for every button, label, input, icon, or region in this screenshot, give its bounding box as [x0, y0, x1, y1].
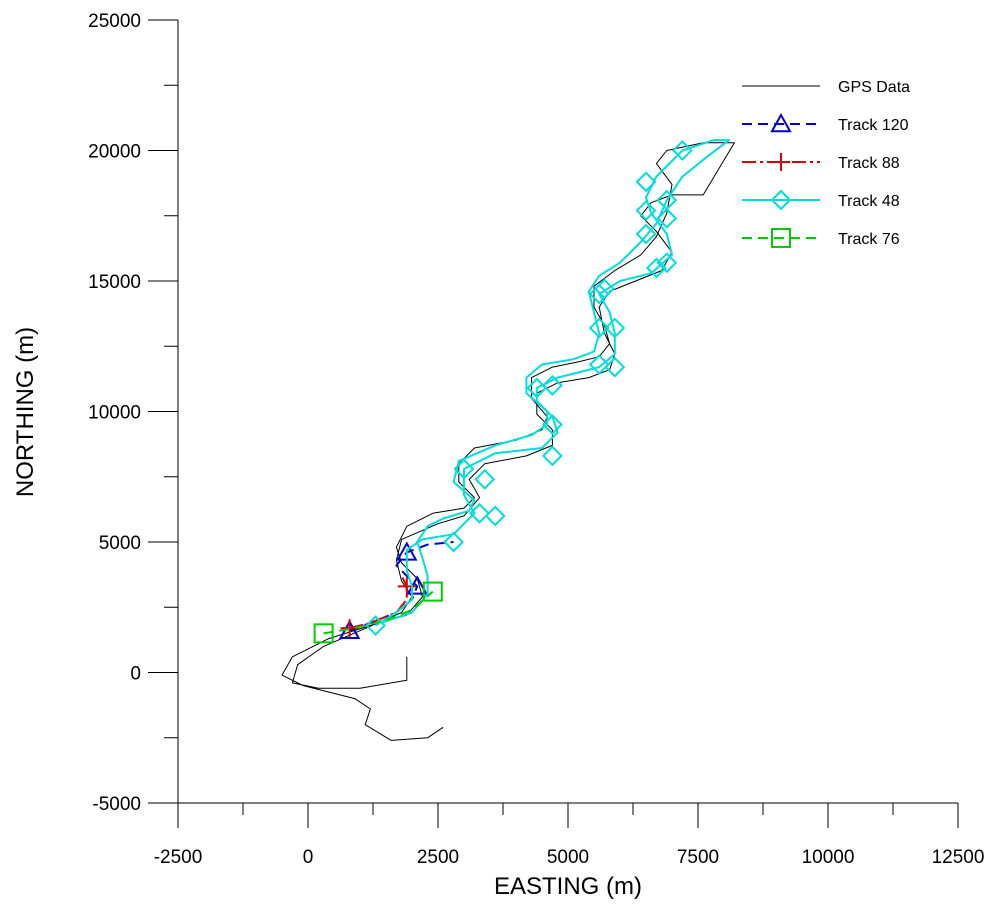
legend-marker: [771, 228, 791, 248]
data-point: [541, 374, 563, 396]
series-line: [375, 139, 731, 627]
y-tick-label: 25000: [88, 11, 141, 32]
series-track-88: [340, 575, 416, 638]
data-point: [469, 502, 491, 524]
y-tick-label: 0: [130, 664, 141, 685]
legend-label: GPS Data: [838, 79, 910, 96]
legend-item: Track 120: [742, 112, 909, 134]
legend-item: Track 48: [742, 189, 900, 211]
data-point: [443, 531, 465, 553]
data-point: [588, 354, 610, 375]
series-line: [323, 590, 434, 635]
series-gps-data: [281, 142, 735, 741]
legend-marker: [772, 153, 790, 171]
x-tick-label: 2500: [417, 847, 459, 868]
legend-marker: [770, 189, 792, 211]
data-point: [588, 283, 610, 305]
data-point: [422, 581, 443, 602]
data-point: [635, 200, 657, 221]
y-axis-label: NORTHING (m): [12, 327, 39, 497]
data-point: [671, 140, 693, 161]
data-point: [474, 468, 496, 490]
legend-marker: [770, 112, 792, 133]
y-tick-label: 10000: [88, 403, 141, 424]
data-point: [635, 171, 657, 193]
series-track-76: [313, 581, 443, 644]
plot-area: [281, 139, 735, 741]
axes: -2500 0 2500 5000 7500 10000 12500 -5000 0 5000 10…: [88, 11, 984, 868]
data-point: [365, 615, 387, 636]
data-point: [588, 317, 610, 339]
y-tick-label: 20000: [88, 142, 141, 163]
data-point: [604, 356, 626, 378]
x-tick-label: 10000: [802, 847, 855, 868]
data-point: [541, 414, 563, 435]
x-tick-label: 5000: [547, 847, 589, 868]
x-tick-label: 7500: [677, 847, 719, 868]
data-point: [635, 223, 657, 245]
y-tick-label: 15000: [88, 272, 141, 293]
data-point: [604, 317, 626, 339]
y-tick-label: 5000: [99, 533, 141, 554]
legend-label: Track 88: [838, 155, 900, 172]
data-point: [541, 445, 563, 467]
legend-label: Track 48: [838, 193, 900, 210]
legend-item: Track 88: [742, 153, 900, 172]
data-point: [313, 623, 334, 644]
data-point: [656, 207, 678, 229]
series-line: [281, 142, 735, 741]
x-tick-label: 0: [303, 847, 314, 868]
data-point: [484, 505, 506, 527]
legend-label: Track 120: [838, 117, 909, 134]
series-track-48: [365, 139, 731, 636]
legend-item: Track 76: [742, 228, 900, 248]
legend: GPS Data Track 120 Track 88 Track 48 Track 7…: [742, 79, 910, 248]
data-point: [453, 458, 475, 480]
legend-label: Track 76: [838, 231, 900, 248]
data-point: [656, 252, 678, 274]
y-tick-label: -5000: [92, 794, 141, 815]
data-point: [656, 189, 678, 211]
x-axis-label: EASTING (m): [494, 873, 642, 900]
data-point: [526, 377, 548, 399]
x-tick-label: -2500: [154, 847, 203, 868]
legend-item: GPS Data: [742, 79, 910, 96]
x-tick-label: 12500: [932, 847, 985, 868]
data-point: [645, 257, 667, 279]
data-point: [593, 278, 615, 300]
